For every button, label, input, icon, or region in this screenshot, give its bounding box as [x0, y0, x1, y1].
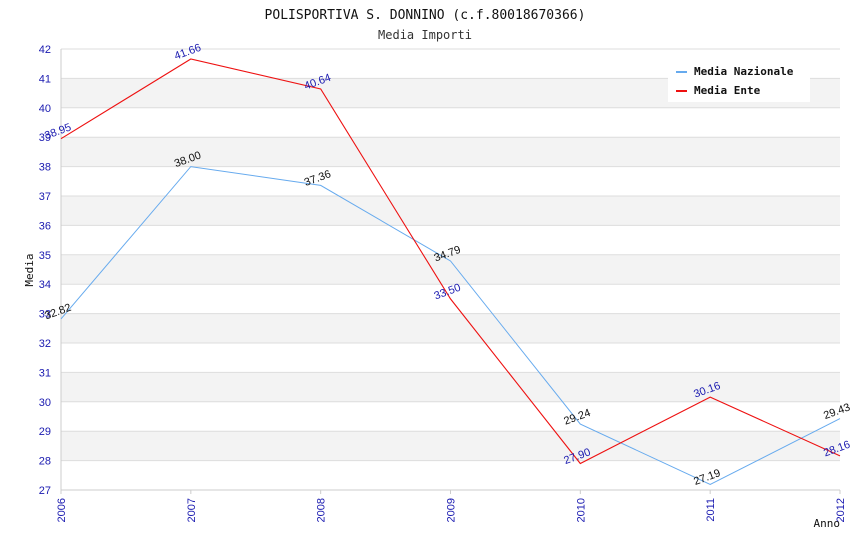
grid-band	[61, 401, 840, 432]
legend-label-media-nazionale: Media Nazionale	[694, 65, 794, 78]
y-ticks: 27 28 29 30 31 32 33 34 35 36 37 38 39 40 41 42	[39, 44, 51, 497]
grid-band	[61, 372, 840, 402]
y-axis-label: Media	[23, 253, 36, 286]
legend-label-media-ente: Media Ente	[694, 84, 761, 97]
x-axis-label: Anno	[814, 517, 841, 530]
x-ticks: 2006 2007 2008 2009 2010 2011 2012	[56, 490, 847, 522]
y-tick-label: 42	[39, 44, 51, 56]
y-tick-label: 27	[39, 485, 51, 497]
y-tick-label: 28	[39, 456, 51, 468]
grid-bands	[61, 49, 840, 490]
y-tick-label: 29	[39, 426, 51, 438]
y-tick-label: 38	[39, 162, 51, 174]
x-tick-label: 2006	[56, 498, 68, 522]
grid-band	[61, 460, 840, 490]
y-tick-label: 33	[39, 309, 51, 321]
series-lines	[60, 58, 841, 485]
grid-band	[61, 254, 840, 285]
series-line-media-nazionale	[60, 166, 841, 485]
x-tick-label: 2007	[186, 498, 198, 522]
chart-subtitle: Media Importi	[378, 28, 472, 42]
grid-band	[61, 196, 840, 226]
x-tick-label: 2008	[316, 498, 328, 522]
x-tick-label: 2012	[835, 498, 847, 522]
y-tick-label: 39	[39, 132, 51, 144]
grid-band	[61, 107, 840, 138]
grid-band	[61, 343, 840, 373]
y-tick-label: 31	[39, 367, 51, 379]
grid-band	[61, 313, 840, 343]
y-tick-label: 40	[39, 103, 51, 115]
y-tick-label: 37	[39, 191, 51, 203]
legend-box	[668, 60, 810, 102]
y-tick-label: 32	[39, 338, 51, 350]
series-line-media-ente	[60, 58, 841, 465]
grid-band	[61, 137, 840, 167]
y-tick-label: 34	[39, 279, 51, 291]
y-tick-label: 36	[39, 220, 51, 232]
y-tick-label: 41	[39, 73, 51, 85]
grid-band	[61, 166, 840, 196]
x-tick-label: 2009	[446, 498, 458, 522]
x-tick-label: 2011	[705, 498, 717, 522]
grid-band	[61, 431, 840, 461]
y-tick-label: 35	[39, 250, 51, 262]
y-tick-label: 30	[39, 397, 51, 409]
grid-band	[61, 225, 840, 255]
legend: Media Nazionale Media Ente	[668, 60, 810, 102]
chart-title: POLISPORTIVA S. DONNINO (c.f.80018670366…	[265, 8, 586, 23]
x-tick-label: 2010	[575, 498, 587, 522]
